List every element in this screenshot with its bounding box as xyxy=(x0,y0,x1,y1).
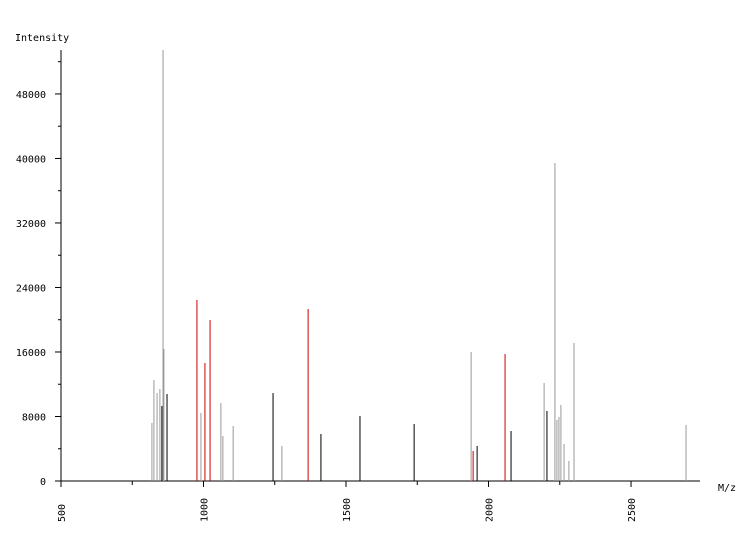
x-tick-label: 500 xyxy=(57,504,68,522)
y-tick-label: 48000 xyxy=(16,90,46,101)
y-axis-label: Intensity xyxy=(15,33,69,44)
x-axis-label: M/z xyxy=(718,483,736,494)
y-tick-label: 8000 xyxy=(22,412,46,423)
y-tick-label: 0 xyxy=(40,477,46,488)
y-tick-label: 40000 xyxy=(16,154,46,165)
y-tick-label: 16000 xyxy=(16,348,46,359)
y-tick-label: 24000 xyxy=(16,283,46,294)
x-tick-label: 1000 xyxy=(200,498,211,522)
x-tick-label: 2000 xyxy=(485,498,496,522)
x-tick-label: 2500 xyxy=(627,498,638,522)
x-tick-label: 1500 xyxy=(342,498,353,522)
y-tick-label: 32000 xyxy=(16,219,46,230)
